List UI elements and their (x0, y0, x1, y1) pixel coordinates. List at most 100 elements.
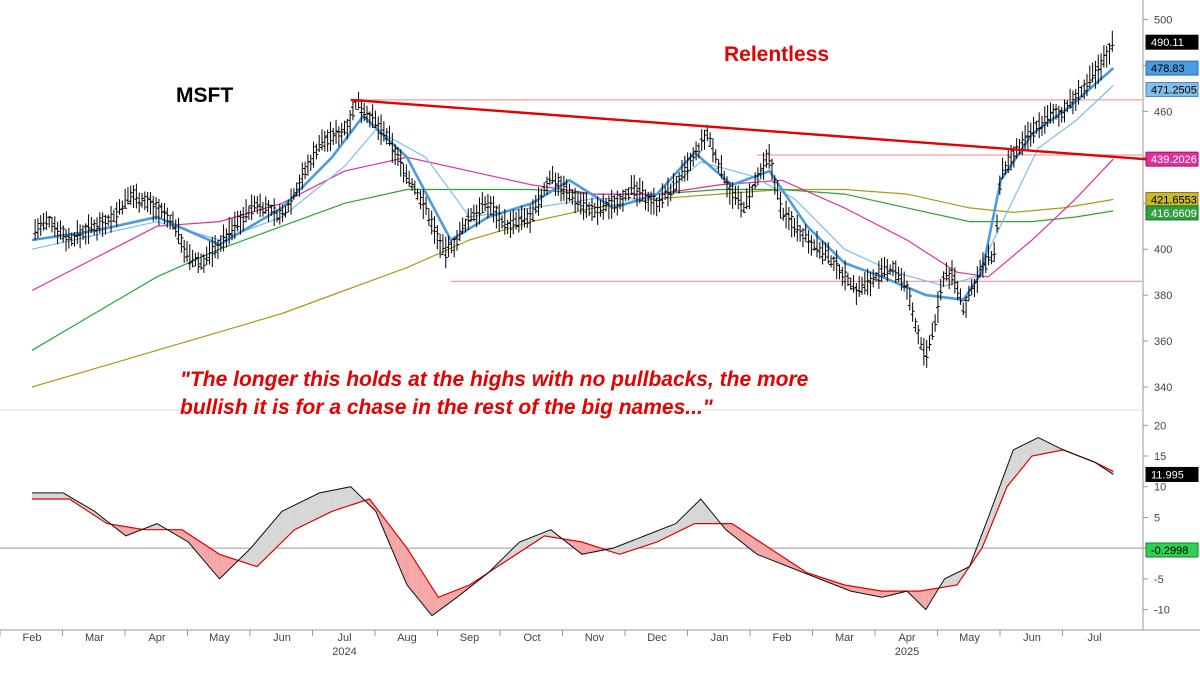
osc-fill-segment (744, 531, 748, 547)
osc-fill-segment (438, 596, 442, 612)
osc-fill-segment (622, 543, 626, 554)
price-y-tick-label: 500 (1154, 14, 1172, 26)
osc-fill-segment (760, 542, 764, 557)
x-tick-label: Apr (148, 632, 165, 644)
osc-fill-segment (335, 489, 339, 511)
osc-fill-segment (932, 588, 936, 600)
osc-fill-segment (957, 571, 961, 585)
osc-fill-segment (344, 487, 348, 508)
osc-fill-segment (691, 505, 695, 526)
osc-fill-segment (1044, 440, 1048, 454)
osc-fill-segment (207, 546, 211, 568)
x-year-label: 2024 (332, 646, 356, 658)
osc-fill-segment (419, 567, 423, 605)
osc-fill-segment (632, 539, 636, 551)
osc-signal-value-tag-label: -0.2998 (1151, 545, 1188, 557)
osc-fill-segment (944, 577, 948, 588)
osc-fill-segment (1019, 445, 1023, 472)
osc-fill-segment (1028, 440, 1032, 460)
x-tick-label: Jan (711, 632, 729, 644)
osc-fill-segment (366, 499, 370, 506)
osc-fill-segment (413, 557, 417, 597)
x-tick-label: May (209, 632, 230, 644)
osc-fill-segment (382, 515, 386, 534)
osc-fill-segment (522, 539, 526, 551)
osc-fill-segment (753, 537, 757, 555)
osc-fill-segment (872, 589, 876, 597)
osc-fill-segment (1013, 448, 1017, 480)
osc-fill-segment (885, 591, 889, 597)
osc-fill-segment (578, 541, 582, 555)
osc-fill-segment (372, 503, 376, 512)
osc-fill-segment (625, 542, 629, 553)
osc-fill-segment (638, 537, 642, 549)
trend-line (350, 98, 1183, 164)
osc-fill-segment (628, 540, 632, 552)
osc-fill-segment (585, 543, 589, 554)
osc-fill-segment (435, 592, 439, 614)
osc-fill-segment (100, 516, 104, 522)
osc-fill-segment (450, 591, 454, 602)
osc-fill-segment (266, 526, 270, 558)
osc-fill-segment (341, 487, 345, 509)
osc-fill-segment (294, 503, 298, 530)
osc-fill-segment (397, 535, 401, 571)
x-tick-label: Dec (647, 632, 667, 644)
price-y-tick-label: 460 (1154, 106, 1172, 118)
osc-fill-segment (1025, 442, 1029, 464)
osc-fill-segment (978, 533, 982, 553)
osc-main-line (32, 437, 1114, 617)
osc-fill-segment (591, 545, 595, 553)
osc-fill-segment (757, 539, 761, 556)
osc-y-tick-label: -10 (1154, 605, 1170, 617)
osc-fill-segment (444, 593, 448, 607)
osc-fill-segment (453, 589, 457, 600)
x-tick-label: Mar (835, 632, 854, 644)
osc-fill-segment (1050, 443, 1054, 453)
osc-fill-segment (697, 499, 701, 524)
osc-fill-segment (682, 514, 686, 530)
osc-fill-segment (925, 589, 929, 610)
osc-fill-segment (1057, 446, 1061, 452)
osc-fill-segment (922, 590, 926, 610)
osc-fill-segment (516, 542, 520, 555)
osc-fill-segment (316, 492, 320, 519)
osc-fill-segment (650, 532, 654, 545)
osc-fill-segment (185, 531, 189, 542)
osc-fill-segment (225, 556, 229, 573)
osc-fill-segment (860, 587, 864, 594)
osc-fill-segment (210, 548, 214, 572)
osc-fill-segment (172, 529, 176, 535)
osc-fill-segment (528, 537, 532, 547)
osc-fill-segment (116, 525, 120, 531)
osc-fill-segment (85, 505, 89, 512)
osc-y-tick-label: 20 (1154, 420, 1166, 432)
osc-fill-segment (635, 538, 639, 550)
osc-fill-segment (178, 529, 182, 539)
osc-fill-segment (747, 533, 751, 550)
x-tick-label: Jun (273, 632, 291, 644)
osc-fill-segment (57, 492, 61, 499)
osc-fill-segment (410, 553, 414, 593)
osc-fill-segment (291, 505, 295, 533)
osc-fill-segment (1038, 437, 1042, 455)
osc-fill-segment (641, 535, 645, 548)
osc-fill-segment (322, 491, 326, 516)
osc-fill-segment (775, 552, 779, 563)
osc-fill-segment (41, 492, 45, 499)
osc-fill-segment (750, 535, 754, 552)
osc-fill-segment (257, 537, 261, 567)
osc-fill-segment (350, 486, 354, 506)
osc-fill-segment (950, 574, 954, 587)
x-tick-label: Jul (337, 632, 351, 644)
osc-fill-segment (400, 539, 404, 578)
osc-fill-segment (703, 502, 707, 524)
osc-fill-segment (82, 503, 86, 510)
osc-fill-segment (250, 544, 254, 566)
osc-fill-segment (953, 572, 957, 586)
ma3-value-tag-box (1145, 151, 1199, 167)
osc-fill-segment (728, 523, 732, 535)
last-price-tag-box (1145, 34, 1199, 50)
osc-fill-segment (763, 544, 767, 558)
